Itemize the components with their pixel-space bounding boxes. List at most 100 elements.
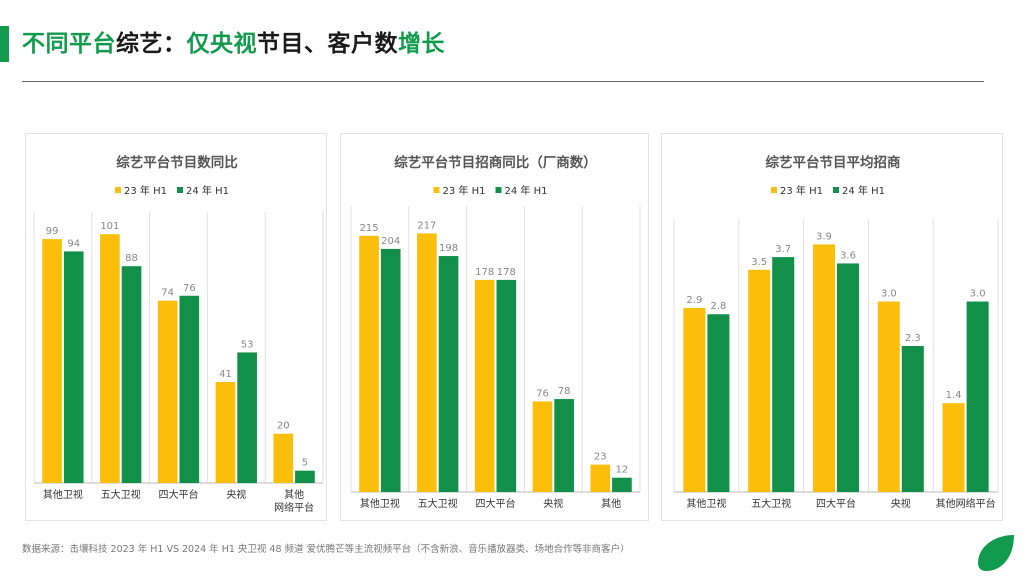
x-tick-label: 五大卫视 [418,497,458,510]
x-tick-label: 央视 [226,488,246,501]
chart-title: 综艺平台节目招商同比（厂商数） [394,154,597,171]
x-tick-label: 其他网络平台 [936,497,996,510]
data-label: 88 [125,253,138,264]
legend-swatch [433,187,440,193]
data-label: 74 [161,288,174,299]
x-tick-label: 四大平台 [816,497,856,510]
x-tick-label: 央视 [891,497,911,510]
title-segment: 综艺： [116,31,187,57]
bar [157,300,178,483]
chart-program-count: 综艺平台节目数同比 23 年 H1 24 年 H1 99 94 其他卫视 101 88 五大卫视… [33,154,324,514]
legend-label: 23 年 H1 [443,184,486,197]
data-label: 2.9 [686,295,702,306]
x-tick-label: 网络平台 [274,501,314,514]
data-label: 3.0 [881,289,897,300]
leaf-logo-icon [978,535,1014,571]
data-label: 215 [360,223,379,234]
legend-swatch [115,187,121,193]
data-label: 204 [381,236,400,247]
data-label: 3.7 [775,244,791,255]
bar [121,266,142,483]
bar [554,399,574,492]
bar [295,470,315,483]
bar [612,477,632,492]
bar [837,263,860,492]
data-label: 76 [536,388,549,399]
x-tick-label: 其他卫视 [686,497,726,510]
data-label: 20 [277,421,290,432]
x-tick-label: 四大平台 [476,497,516,510]
data-label: 2.3 [905,333,921,344]
data-label: 41 [219,369,232,380]
bar [707,314,730,492]
title-segment: 节目、客户数 [257,31,398,57]
bar [812,244,835,492]
bar [474,279,495,492]
data-label: 101 [100,221,119,232]
bar [273,433,294,483]
chart-title: 综艺平台节目平均招商 [766,154,901,171]
bar [359,235,379,492]
page-title: 不同平台综艺：仅央视节目、客户数增长 [22,26,445,62]
x-tick-label: 五大卫视 [101,488,141,501]
x-tick-label: 四大平台 [159,488,199,501]
x-tick-label: 其他卫视 [360,497,400,510]
bar [380,248,401,492]
bar [748,269,771,492]
data-label: 5 [302,458,308,469]
bar [496,279,517,492]
data-label: 12 [616,465,629,476]
data-label: 3.9 [816,231,832,242]
data-label: 178 [497,267,516,278]
chart-panel-program-count: 综艺平台节目数同比 23 年 H1 24 年 H1 99 94 其他卫视 101 88 五大卫视… [25,133,327,521]
bar [532,401,553,492]
chart-panel-average-sponsors: 综艺平台节目平均招商 23 年 H1 24 年 H1 2.9 2.8 其他卫视 3.5 3.7… [661,133,1003,521]
bar [966,301,989,492]
title-segment: 增长 [398,31,445,57]
data-label: 1.4 [946,390,962,401]
bar [683,307,706,492]
title-segment: 不同平台 [22,31,116,57]
bar [877,301,900,492]
x-tick-label: 五大卫视 [751,497,791,510]
data-label: 53 [241,339,254,350]
x-tick-label: 其他 [601,497,621,510]
data-source-footnote: 数据来源：击壤科技 2023 年 H1 VS 2024 年 H1 央卫视 48 … [22,544,630,555]
legend-swatch [177,187,183,193]
bar [772,257,795,492]
legend-label: 23 年 H1 [780,184,823,197]
bar [417,233,437,492]
data-label: 3.0 [970,289,986,300]
title-accent-bar [0,26,9,62]
bar [237,352,257,483]
data-label: 99 [46,226,59,237]
legend-label: 23 年 H1 [124,184,167,197]
legend-label: 24 年 H1 [842,184,885,197]
bar [179,295,200,483]
chart-average-sponsors: 综艺平台节目平均招商 23 年 H1 24 年 H1 2.9 2.8 其他卫视 3.5 3.7… [673,154,999,510]
title-segment: 仅央视 [186,31,257,57]
chart-title: 综艺平台节目数同比 [116,154,238,171]
data-label: 217 [417,220,436,231]
legend-label: 24 年 H1 [505,184,548,197]
x-tick-label: 其他 [284,488,304,501]
legend-label: 24 年 H1 [186,184,229,197]
data-label: 94 [67,238,80,249]
data-label: 2.8 [710,301,726,312]
bar [100,234,120,483]
legend-swatch [833,187,839,193]
x-tick-label: 央视 [543,497,563,510]
bar [63,251,84,483]
data-label: 76 [183,283,196,294]
data-label: 23 [594,452,607,463]
bar [901,345,924,492]
data-label: 78 [558,386,571,397]
x-tick-label: 其他卫视 [43,488,83,501]
title-divider [22,81,984,82]
bar [42,239,62,483]
data-label: 198 [439,243,458,254]
data-label: 3.5 [751,257,767,268]
chart-panel-sponsor-count: 综艺平台节目招商同比（厂商数） 23 年 H1 24 年 H1 215 204 其他卫视 2… [340,133,649,521]
bar [438,256,459,492]
